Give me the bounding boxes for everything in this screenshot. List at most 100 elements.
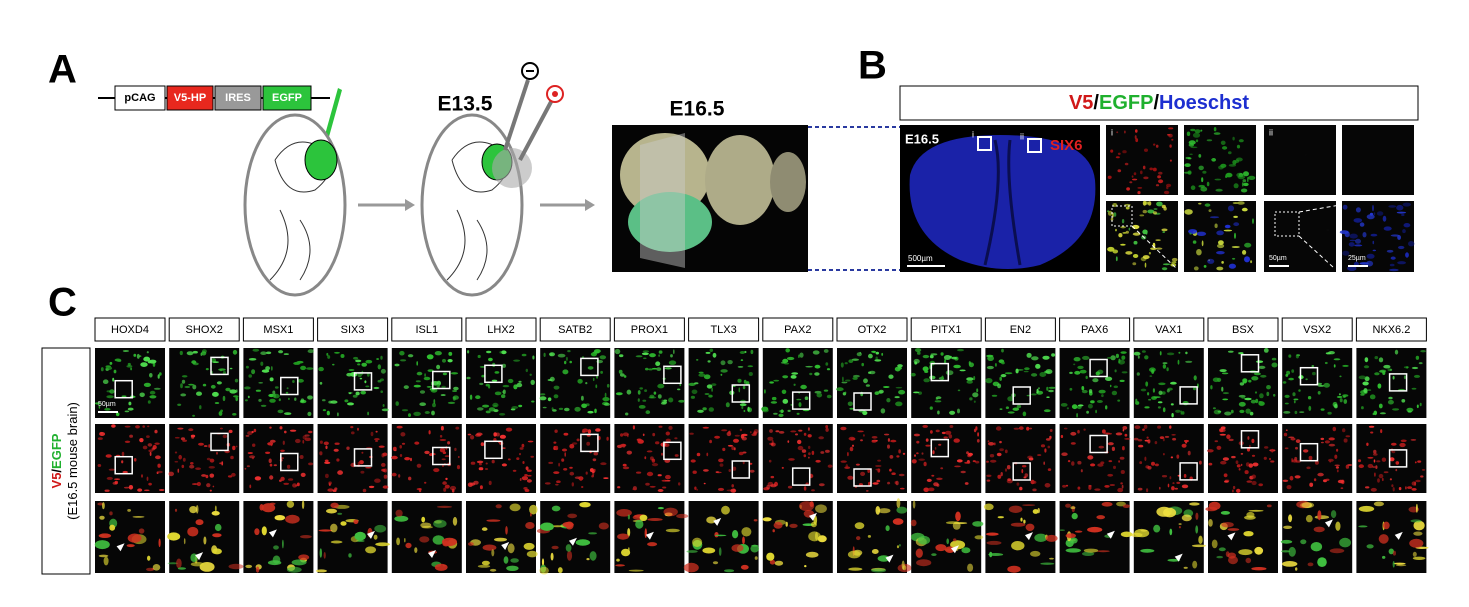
cell (323, 552, 326, 559)
cell (100, 367, 104, 372)
cell (146, 476, 149, 481)
embryo (243, 113, 347, 297)
cell (1122, 426, 1128, 430)
cell (278, 350, 284, 354)
cell (1313, 478, 1317, 482)
cell (507, 458, 511, 461)
cell (848, 359, 854, 364)
micrograph (540, 424, 611, 493)
roi-box (1027, 138, 1042, 153)
cell (296, 360, 304, 364)
cell (1117, 399, 1121, 402)
cell (976, 439, 980, 443)
cell (1389, 457, 1395, 462)
cell (1011, 541, 1025, 551)
cell (443, 487, 447, 492)
stage-label: E16.5 (670, 98, 725, 121)
cell (419, 390, 426, 394)
cell (793, 383, 796, 386)
cell (415, 380, 421, 383)
cell (656, 367, 662, 371)
cell (1219, 369, 1227, 373)
cell (871, 436, 878, 439)
cell (1214, 178, 1222, 181)
cell (1304, 153, 1308, 156)
cell (960, 470, 966, 474)
panel-label: A (48, 48, 77, 92)
cell (1244, 256, 1250, 263)
cell (1015, 368, 1019, 374)
cell (1143, 201, 1149, 205)
cell (280, 449, 285, 452)
cell (1369, 212, 1374, 216)
cell (532, 355, 535, 360)
cell (221, 461, 224, 466)
cell (847, 550, 861, 559)
cell (871, 350, 876, 353)
cell (1232, 136, 1235, 141)
cell (999, 440, 1002, 444)
cell (1378, 534, 1389, 544)
cell (1111, 390, 1118, 396)
cell (1383, 364, 1391, 369)
cell (258, 398, 262, 402)
cell (348, 553, 352, 558)
cell (914, 454, 916, 457)
cell (479, 366, 486, 368)
cell (585, 471, 588, 475)
arrowhead (950, 545, 959, 554)
cell (103, 556, 109, 566)
cell (1233, 215, 1238, 218)
cell (209, 473, 215, 478)
cell (488, 357, 493, 362)
cell (665, 528, 680, 533)
cell (206, 483, 211, 488)
cell (805, 365, 813, 368)
cell (1227, 350, 1234, 353)
cell (703, 469, 709, 472)
cell (1045, 534, 1058, 542)
cell (249, 484, 252, 489)
cell (1148, 398, 1152, 401)
cell (686, 550, 698, 553)
roi-box (353, 448, 373, 467)
cell (825, 362, 829, 366)
cell (348, 392, 353, 394)
cell (649, 485, 656, 488)
cell (931, 553, 937, 556)
cell (174, 451, 178, 454)
roi-box (210, 356, 229, 376)
cell (848, 436, 855, 441)
cell (1120, 243, 1126, 246)
cell (943, 355, 952, 360)
cell (1405, 252, 1409, 258)
cell (432, 381, 439, 386)
cell (203, 445, 208, 447)
cell (1195, 139, 1199, 143)
cell (1006, 465, 1011, 470)
cell (158, 372, 162, 376)
cell (1087, 526, 1103, 533)
cell (94, 540, 110, 550)
cell (581, 430, 586, 433)
cell (661, 479, 668, 482)
cell (1392, 408, 1400, 411)
cell (442, 372, 447, 376)
header-part: / (1153, 92, 1159, 114)
cell (1382, 555, 1386, 559)
cell (1022, 504, 1036, 506)
cell (1251, 474, 1257, 479)
cell (945, 430, 952, 435)
cell (1382, 370, 1386, 375)
cell (648, 368, 653, 371)
cell (587, 410, 594, 414)
cell (1206, 139, 1213, 142)
cell (1153, 143, 1156, 146)
cell (269, 398, 276, 403)
cell (326, 352, 329, 356)
cell (407, 354, 414, 358)
cell (644, 528, 647, 539)
cell (282, 440, 285, 445)
cell (467, 433, 472, 436)
cell (1121, 484, 1124, 489)
